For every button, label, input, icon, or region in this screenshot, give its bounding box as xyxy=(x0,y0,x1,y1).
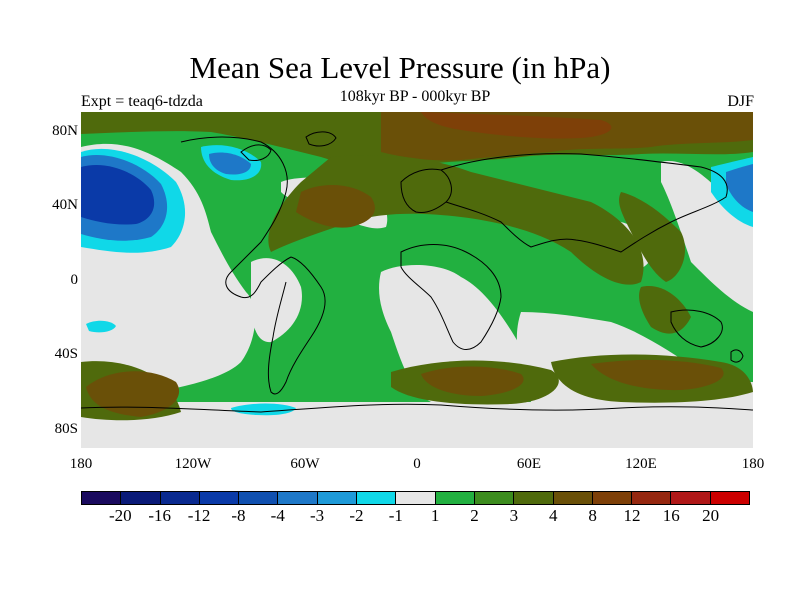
colorbar-box xyxy=(435,492,475,504)
plot-subtitle: 108kyr BP - 000kyr BP xyxy=(339,88,491,105)
colorbar-box xyxy=(514,492,554,504)
coastlines xyxy=(81,131,753,413)
plot-title: Mean Sea Level Pressure (in hPa) xyxy=(189,50,611,85)
lon-label-120w: 120W xyxy=(174,456,212,472)
colorbar-tick-label: -12 xyxy=(187,506,211,525)
lon-label-60e: 60E xyxy=(516,456,542,472)
colorbar-box xyxy=(553,492,593,504)
colorbar-box xyxy=(710,492,750,504)
colorbar-tick-label: 2 xyxy=(470,506,479,525)
lon-label-180e: 180 xyxy=(741,456,765,472)
colorbar xyxy=(81,491,750,505)
colorbar-tick-label: 20 xyxy=(702,506,720,525)
experiment-label: Expt = teaq6-tdzda xyxy=(81,93,203,110)
colorbar-box xyxy=(671,492,711,504)
colorbar-tick-label: 1 xyxy=(430,506,440,525)
colorbar-box xyxy=(82,492,122,504)
lat-label-80s: 80S xyxy=(54,421,78,437)
map-canvas xyxy=(81,112,753,448)
colorbar-box xyxy=(121,492,161,504)
lat-label-40n: 40N xyxy=(52,197,78,213)
colorbar-tick-label: -20 xyxy=(109,506,132,525)
lon-label-120e: 120E xyxy=(625,456,657,472)
season-label: DJF xyxy=(727,93,754,110)
colorbar-tick-label: -1 xyxy=(388,506,403,525)
colorbar-tick-label: -3 xyxy=(310,506,325,525)
colorbar-tick-label: 8 xyxy=(588,506,597,525)
colorbar-box xyxy=(160,492,200,504)
colorbar-box xyxy=(278,492,318,504)
lon-label-180w: 180 xyxy=(69,456,93,472)
colorbar-tick-label: 4 xyxy=(548,506,558,525)
colorbar-tick-label: 3 xyxy=(509,506,519,525)
pressure-map xyxy=(81,112,753,448)
colorbar-tick-label: -8 xyxy=(231,506,246,525)
colorbar-box xyxy=(357,492,397,504)
colorbar-tick-label: 12 xyxy=(623,506,641,525)
colorbar-tick-label: -16 xyxy=(148,506,172,525)
lat-label-80n: 80N xyxy=(52,123,78,139)
colorbar-box xyxy=(474,492,515,504)
colorbar-tick-label: -2 xyxy=(349,506,364,525)
colorbar-tick-label: 16 xyxy=(662,506,680,525)
colorbar-box xyxy=(239,492,279,504)
lat-label-0: 0 xyxy=(70,272,79,288)
colorbar-box xyxy=(317,492,358,504)
colorbar-box xyxy=(632,492,672,504)
lon-label-60w: 60W xyxy=(290,456,320,472)
lon-label-0: 0 xyxy=(413,456,421,472)
colorbar-box xyxy=(592,492,633,504)
low-pressure-regions xyxy=(81,145,753,416)
colorbar-tick-label: -4 xyxy=(270,506,285,525)
colorbar-box xyxy=(199,492,240,504)
colorbar-box xyxy=(396,492,436,504)
lat-label-40s: 40S xyxy=(54,346,78,362)
